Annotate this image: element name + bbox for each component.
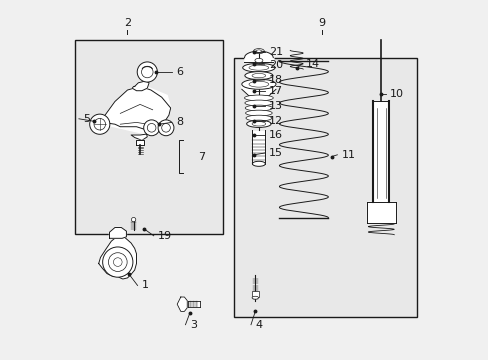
Ellipse shape (244, 105, 272, 111)
Ellipse shape (248, 65, 268, 70)
Polygon shape (100, 86, 170, 140)
Text: 18: 18 (268, 75, 283, 85)
Text: 20: 20 (268, 60, 283, 70)
Circle shape (162, 123, 170, 132)
Ellipse shape (241, 79, 275, 89)
Text: 16: 16 (268, 130, 283, 140)
Circle shape (102, 247, 133, 277)
Text: 2: 2 (123, 18, 131, 28)
Ellipse shape (242, 63, 275, 72)
Circle shape (137, 62, 157, 82)
Text: 13: 13 (268, 101, 283, 111)
Ellipse shape (252, 161, 265, 166)
Ellipse shape (253, 49, 264, 54)
Circle shape (94, 118, 105, 130)
Text: 15: 15 (268, 148, 283, 158)
Ellipse shape (246, 120, 270, 127)
Circle shape (147, 123, 156, 132)
Polygon shape (252, 131, 265, 164)
Text: 14: 14 (305, 59, 319, 69)
Polygon shape (94, 86, 170, 135)
Ellipse shape (256, 50, 261, 52)
Ellipse shape (245, 115, 271, 121)
Text: 4: 4 (255, 320, 262, 330)
Bar (233, 58, 416, 317)
Polygon shape (241, 84, 275, 96)
Text: 8: 8 (176, 117, 183, 127)
Circle shape (131, 217, 136, 222)
Ellipse shape (244, 72, 272, 80)
Text: 9: 9 (318, 18, 325, 28)
Circle shape (158, 120, 174, 136)
Bar (251, 291, 258, 297)
Ellipse shape (251, 122, 265, 126)
Bar (75, 40, 223, 234)
Polygon shape (177, 297, 187, 311)
Circle shape (141, 66, 153, 78)
Ellipse shape (251, 296, 258, 299)
Text: 17: 17 (268, 86, 283, 96)
Text: 19: 19 (158, 231, 172, 241)
Polygon shape (187, 301, 200, 307)
Ellipse shape (244, 95, 273, 101)
Circle shape (113, 258, 122, 266)
Ellipse shape (254, 58, 263, 63)
Text: 1: 1 (142, 280, 148, 291)
Circle shape (143, 120, 159, 136)
Polygon shape (132, 81, 149, 91)
Text: 7: 7 (197, 152, 204, 162)
Polygon shape (373, 101, 388, 202)
Circle shape (108, 253, 127, 271)
Text: 10: 10 (389, 89, 404, 99)
Ellipse shape (244, 100, 272, 106)
Polygon shape (366, 202, 395, 223)
Ellipse shape (245, 110, 272, 116)
Ellipse shape (251, 73, 265, 78)
Text: 21: 21 (268, 47, 283, 57)
Text: 6: 6 (176, 67, 183, 77)
Text: 3: 3 (189, 320, 196, 330)
Text: 12: 12 (268, 116, 283, 126)
Polygon shape (136, 140, 143, 145)
Text: 11: 11 (341, 150, 355, 160)
Text: 5: 5 (83, 114, 90, 124)
Circle shape (89, 114, 110, 134)
Polygon shape (99, 236, 136, 279)
Polygon shape (109, 228, 126, 238)
Ellipse shape (248, 81, 268, 87)
